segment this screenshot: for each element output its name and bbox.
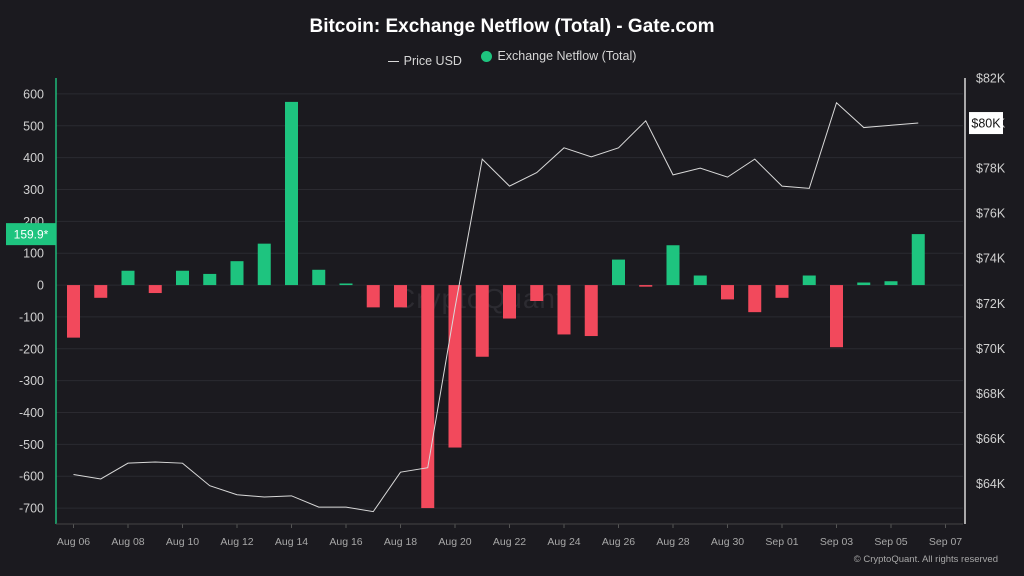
netflow-bar	[312, 269, 326, 286]
netflow-bar	[366, 285, 380, 308]
netflow-bar	[911, 234, 925, 286]
x-tick-label: Aug 18	[384, 536, 417, 548]
y-tick-label-left: -600	[19, 470, 44, 484]
x-tick-label: Aug 12	[220, 536, 253, 548]
netflow-bar	[748, 285, 762, 313]
price-line	[73, 101, 919, 513]
current-value-label: 159.9*	[14, 228, 49, 242]
x-tick-label: Sep 05	[874, 536, 907, 548]
netflow-bar	[67, 285, 80, 338]
netflow-bar	[394, 285, 407, 308]
netflow-bar	[884, 281, 898, 286]
netflow-bar	[94, 285, 108, 298]
line-swatch-icon	[387, 60, 399, 62]
dot-swatch-icon	[481, 50, 493, 62]
y-tick-label-left: 400	[23, 151, 44, 165]
netflow-bar	[802, 275, 816, 286]
netflow-bar	[857, 282, 871, 286]
y-tick-label-right: $74K	[976, 252, 1006, 266]
y-tick-label-left: -200	[19, 342, 44, 356]
x-tick-label: Aug 28	[656, 536, 689, 548]
y-tick-label-left: 100	[23, 247, 44, 261]
y-tick-label-right: $68K	[976, 387, 1006, 401]
netflow-bar	[503, 285, 516, 319]
y-tick-label-right: $70K	[976, 342, 1006, 356]
x-tick-label: Aug 14	[275, 536, 308, 548]
y-tick-label-left: 500	[23, 119, 44, 133]
x-tick-label: Aug 26	[602, 536, 635, 548]
netflow-bar	[693, 275, 707, 286]
netflow-bar	[230, 261, 244, 286]
y-tick-label-right: $64K	[976, 477, 1006, 491]
netflow-bar	[639, 285, 653, 287]
netflow-bar	[148, 285, 162, 294]
netflow-bar	[339, 283, 353, 286]
netflow-bar	[203, 273, 217, 286]
current-price-label: $80K	[971, 117, 1001, 131]
legend-item-netflow[interactable]: Exchange Netflow (Total)	[481, 49, 636, 63]
x-tick-label: Sep 01	[765, 536, 798, 548]
netflow-bar	[584, 285, 598, 337]
x-tick-label: Aug 22	[493, 536, 526, 548]
y-tick-label-right: $78K	[976, 162, 1006, 176]
x-tick-label: Aug 08	[111, 536, 144, 548]
y-tick-label-right: $66K	[976, 432, 1006, 446]
netflow-bar	[121, 270, 135, 286]
y-tick-label-left: -300	[19, 374, 44, 388]
x-tick-label: Sep 03	[820, 536, 853, 548]
netflow-bar	[612, 259, 625, 286]
y-tick-label-left: -100	[19, 310, 44, 324]
y-tick-label-right: $72K	[976, 297, 1006, 311]
netflow-bar	[666, 245, 680, 286]
netflow-bar	[176, 270, 189, 286]
netflow-bar	[257, 243, 271, 286]
netflow-bar	[475, 285, 489, 357]
copyright-text: © CryptoQuant. All rights reserved	[853, 554, 998, 565]
y-tick-label-left: 300	[23, 183, 44, 197]
current-price-badge	[969, 112, 1003, 135]
legend-item-price[interactable]: Price USD	[387, 54, 462, 68]
x-tick-label: Aug 30	[711, 536, 744, 548]
x-tick-label: Sep 07	[929, 536, 962, 548]
legend-label-netflow: Exchange Netflow (Total)	[497, 49, 637, 63]
y-tick-label-left: -700	[19, 502, 44, 516]
x-tick-label: Aug 06	[57, 536, 90, 548]
x-tick-label: Aug 16	[329, 536, 362, 548]
legend-label-price: Price USD	[403, 54, 462, 68]
y-tick-label-right: $82K	[976, 72, 1006, 86]
y-tick-label-left: -400	[19, 406, 44, 420]
y-tick-label-left: 0	[37, 279, 44, 293]
netflow-bar	[721, 285, 734, 300]
chart-title: Bitcoin: Exchange Netflow (Total) - Gate…	[309, 16, 715, 37]
netflow-bar	[285, 101, 298, 286]
x-tick-label: Aug 10	[166, 536, 199, 548]
netflow-bar	[421, 285, 435, 509]
y-tick-label-right: $76K	[976, 207, 1006, 221]
y-tick-label-left: -500	[19, 438, 44, 452]
netflow-bar	[830, 285, 843, 348]
y-tick-label-left: 600	[23, 87, 44, 101]
x-tick-label: Aug 24	[547, 536, 580, 548]
netflow-bar	[530, 285, 544, 301]
chart-legend: Price USD Exchange Netflow (Total)	[0, 49, 1024, 68]
x-tick-label: Aug 20	[438, 536, 471, 548]
current-value-badge	[6, 223, 56, 246]
netflow-bar	[775, 285, 789, 298]
netflow-bar	[557, 285, 571, 335]
